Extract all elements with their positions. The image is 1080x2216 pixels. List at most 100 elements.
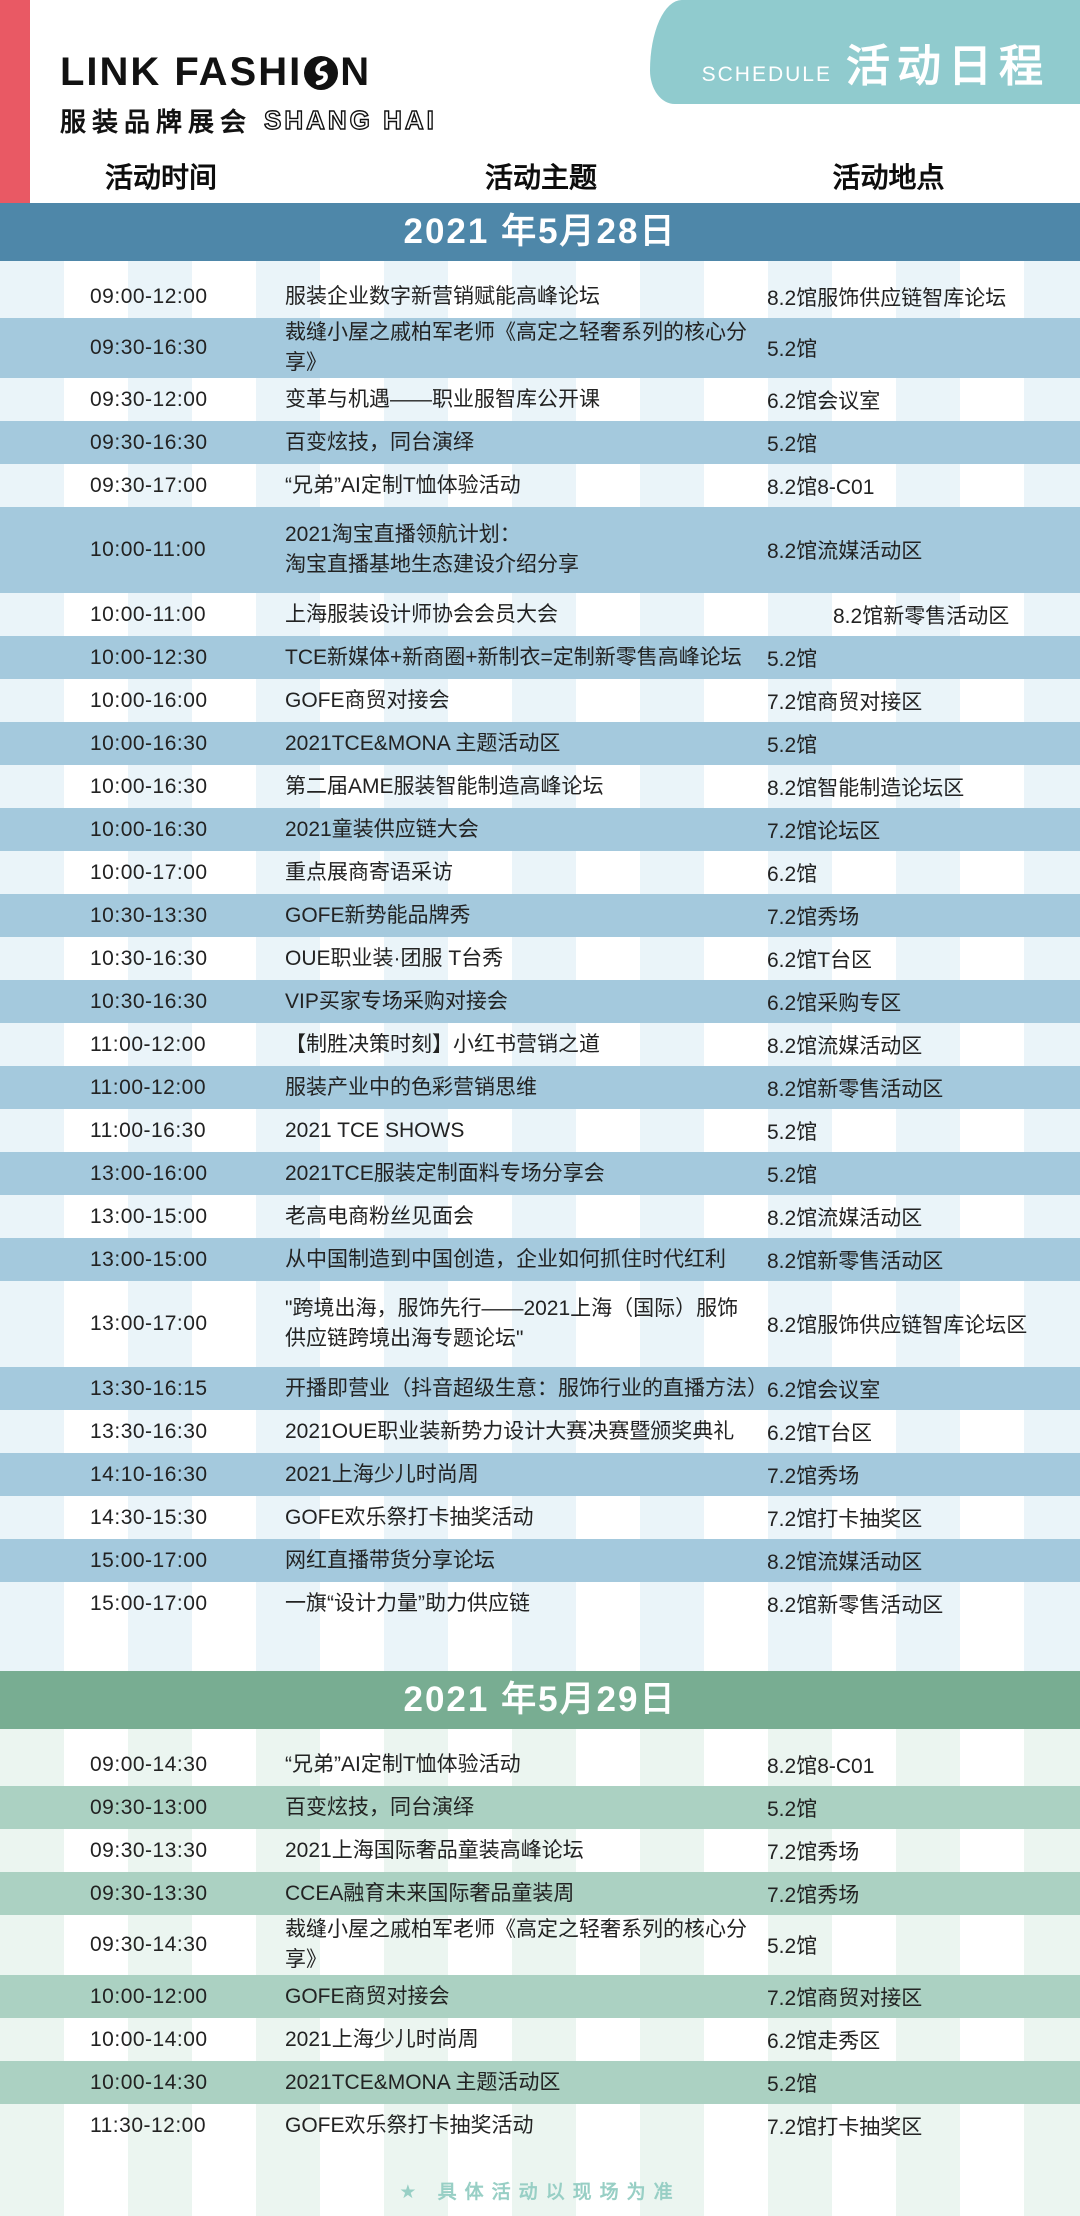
schedule-row: 13:30-16:30 2021OUE职业装新势力设计大赛决赛暨颁奖典礼 6.2… xyxy=(0,1410,1080,1453)
schedule-row: 09:30-12:00 变革与机遇——职业服智库公开课 6.2馆会议室 xyxy=(0,378,1080,421)
schedule-row: 10:30-16:30 VIP买家专场采购对接会 6.2馆采购专区 xyxy=(0,980,1080,1023)
schedule-row: 10:00-12:00 GOFE商贸对接会 7.2馆商贸对接区 xyxy=(0,1975,1080,2018)
event-time: 10:00-14:00 xyxy=(90,2027,208,2051)
event-time: 13:30-16:15 xyxy=(90,1376,208,1400)
event-time: 10:00-12:00 xyxy=(90,1984,208,2008)
event-time: 09:30-16:30 xyxy=(90,430,208,454)
event-topic: 上海服装设计师协会会员大会 xyxy=(285,600,767,630)
event-topic-line: 一旗“设计力量”助力供应链 xyxy=(285,1591,530,1615)
event-venue: 7.2馆商贸对接区 xyxy=(767,1986,923,2010)
event-topic-line: 上海服装设计师协会会员大会 xyxy=(285,602,558,626)
event-topic: 服装企业数字新营销赋能高峰论坛 xyxy=(285,282,767,312)
event-topic: TCE新媒体+新商圈+新制衣=定制新零售高峰论坛 xyxy=(285,643,767,673)
event-time: 10:30-16:30 xyxy=(90,946,208,970)
schedule-row: 10:00-14:30 2021TCE&MONA 主题活动区 5.2馆 xyxy=(0,2061,1080,2104)
schedule-title-tab: SCHEDULE 活动日程 xyxy=(650,0,1080,104)
event-venue: 7.2馆商贸对接区 xyxy=(767,690,923,714)
event-venue: 8.2馆8-C01 xyxy=(767,475,875,499)
event-topic: 从中国制造到中国创造，企业如何抓住时代红利 xyxy=(285,1245,767,1275)
schedule-row: 10:00-17:00 重点展商寄语采访 6.2馆 xyxy=(0,851,1080,894)
schedule-row: 13:00-17:00 "跨境出海，服饰先行——2021上海（国际）服饰 供应链跨… xyxy=(0,1281,1080,1367)
event-time: 09:30-12:00 xyxy=(90,387,208,411)
event-venue: 8.2馆新零售活动区 xyxy=(833,604,1010,628)
event-time: 10:00-14:30 xyxy=(90,2070,208,2094)
schedule-row: 11:30-12:00 GOFE欢乐祭打卡抽奖活动 7.2馆打卡抽奖区 xyxy=(0,2104,1080,2147)
schedule-en-label: SCHEDULE xyxy=(701,63,832,86)
event-venue: 8.2馆服饰供应链智库论坛 xyxy=(767,286,1007,310)
event-topic: 2021TCE&MONA 主题活动区 xyxy=(285,729,767,759)
schedule-cn-label: 活动日程 xyxy=(846,42,1050,91)
event-venue: 5.2馆 xyxy=(767,733,818,757)
section-may-29-wrapper: 2021 年5月29日 09:00-14:30 “兄弟”AI定制T恤体验活动 8… xyxy=(0,1671,1080,2216)
column-header-venue: 活动地点 xyxy=(832,161,945,193)
event-topic-line: GOFE欢乐祭打卡抽奖活动 xyxy=(285,2113,534,2137)
event-time: 10:00-12:30 xyxy=(90,645,208,669)
event-topic: 裁缝小屋之戚柏军老师《高定之轻奢系列的核心分享》 xyxy=(285,1915,767,1975)
brand-logo: LINK FASHI N 服装品牌展会 SHANG HAI xyxy=(60,50,437,139)
event-topic: GOFE新势能品牌秀 xyxy=(285,901,767,931)
schedule-row: 15:00-17:00 网红直播带货分享论坛 8.2馆流媒活动区 xyxy=(0,1539,1080,1582)
schedule-row: 10:00-16:30 第二届AME服装智能制造高峰论坛 8.2馆智能制造论坛区 xyxy=(0,765,1080,808)
event-time: 13:00-16:00 xyxy=(90,1161,208,1185)
event-time: 11:00-12:00 xyxy=(90,1032,207,1056)
left-accent-bar xyxy=(0,0,30,203)
brand-city-label: SHANG HAI xyxy=(263,104,437,135)
event-topic-line: 2021 TCE SHOWS xyxy=(285,1118,465,1142)
event-venue: 6.2馆 xyxy=(767,862,818,886)
column-header-time: 活动时间 xyxy=(105,161,218,193)
event-topic-line: 2021TCE&MONA 主题活动区 xyxy=(285,2070,561,2094)
event-topic: 2021淘宝直播领航计划： 淘宝直播基地生态建设介绍分享 xyxy=(285,520,767,580)
event-topic-line: TCE新媒体+新商圈+新制衣=定制新零售高峰论坛 xyxy=(285,645,742,669)
schedule-row: 09:30-16:30 百变炫技，同台演绎 5.2馆 xyxy=(0,421,1080,464)
schedule-row: 13:30-16:15 开播即营业（抖音超级生意：服饰行业的直播方法） 6.2馆… xyxy=(0,1367,1080,1410)
schedule-row: 11:00-12:00 【制胜决策时刻】小红书营销之道 8.2馆流媒活动区 xyxy=(0,1023,1080,1066)
event-time: 09:00-12:00 xyxy=(90,284,208,308)
event-topic-line: 2021OUE职业装新势力设计大赛决赛暨颁奖典礼 xyxy=(285,1419,735,1443)
event-topic-line: 百变炫技，同台演绎 xyxy=(285,1795,474,1819)
event-time: 09:30-16:30 xyxy=(90,336,208,359)
event-time: 10:00-17:00 xyxy=(90,860,208,884)
event-topic-line: GOFE商贸对接会 xyxy=(285,688,450,712)
event-venue: 6.2馆T台区 xyxy=(767,948,873,972)
event-topic-line: 2021上海少儿时尚周 xyxy=(285,2027,479,2051)
schedule-row: 09:30-13:30 CCEA融育未来国际奢品童装周 7.2馆秀场 xyxy=(0,1872,1080,1915)
event-venue: 7.2馆秀场 xyxy=(767,1840,860,1864)
event-topic: 2021上海少儿时尚周 xyxy=(285,2025,767,2055)
event-topic: 2021TCE服装定制面料专场分享会 xyxy=(285,1159,767,1189)
event-topic: 2021OUE职业装新势力设计大赛决赛暨颁奖典礼 xyxy=(285,1417,767,1447)
brand-wordmark: LINK FASHI N xyxy=(60,50,437,95)
event-venue: 6.2馆走秀区 xyxy=(767,2029,881,2053)
event-venue: 5.2馆 xyxy=(767,1120,818,1144)
event-topic: 第二届AME服装智能制造高峰论坛 xyxy=(285,772,767,802)
event-topic-line: CCEA融育未来国际奢品童装周 xyxy=(285,1881,575,1905)
event-topic: “兄弟”AI定制T恤体验活动 xyxy=(285,471,767,501)
brand-text-right: N xyxy=(340,50,372,94)
event-venue: 8.2馆流媒活动区 xyxy=(767,1206,923,1230)
schedule-row: 10:30-13:30 GOFE新势能品牌秀 7.2馆秀场 xyxy=(0,894,1080,937)
event-venue: 5.2馆 xyxy=(767,432,818,456)
event-topic-line: GOFE欢乐祭打卡抽奖活动 xyxy=(285,1505,534,1529)
event-venue: 7.2馆秀场 xyxy=(767,905,860,929)
event-venue: 5.2馆 xyxy=(767,1935,818,1958)
event-topic: 一旗“设计力量”助力供应链 xyxy=(285,1589,767,1619)
event-topic: VIP买家专场采购对接会 xyxy=(285,987,767,1017)
event-venue: 7.2馆打卡抽奖区 xyxy=(767,1507,923,1531)
event-venue: 6.2馆T台区 xyxy=(767,1421,873,1445)
event-topic-line: 开播即营业（抖音超级生意：服饰行业的直播方法） xyxy=(285,1376,768,1400)
schedule-row: 14:10-16:30 2021上海少儿时尚周 7.2馆秀场 xyxy=(0,1453,1080,1496)
event-topic-line: “兄弟”AI定制T恤体验活动 xyxy=(285,473,521,497)
event-venue: 7.2馆论坛区 xyxy=(767,819,881,843)
schedule-row: 15:00-17:00 一旗“设计力量”助力供应链 8.2馆新零售活动区 xyxy=(0,1582,1080,1625)
event-topic: 服装产业中的色彩营销思维 xyxy=(285,1073,767,1103)
event-topic-line: GOFE商贸对接会 xyxy=(285,1984,450,2008)
event-topic: 老高电商粉丝见面会 xyxy=(285,1202,767,1232)
schedule-row: 13:00-15:00 老高电商粉丝见面会 8.2馆流媒活动区 xyxy=(0,1195,1080,1238)
date-banner-may-29: 2021 年5月29日 xyxy=(0,1671,1080,1729)
event-topic-line: “兄弟”AI定制T恤体验活动 xyxy=(285,1752,521,1776)
event-topic-line: 淘宝直播基地生态建设介绍分享 xyxy=(285,553,579,576)
event-time: 10:30-13:30 xyxy=(90,903,208,927)
schedule-title: SCHEDULE 活动日程 xyxy=(702,30,1050,94)
event-venue: 8.2馆新零售活动区 xyxy=(767,1077,944,1101)
event-topic: 裁缝小屋之戚柏军老师《高定之轻奢系列的核心分享》 xyxy=(285,318,767,378)
